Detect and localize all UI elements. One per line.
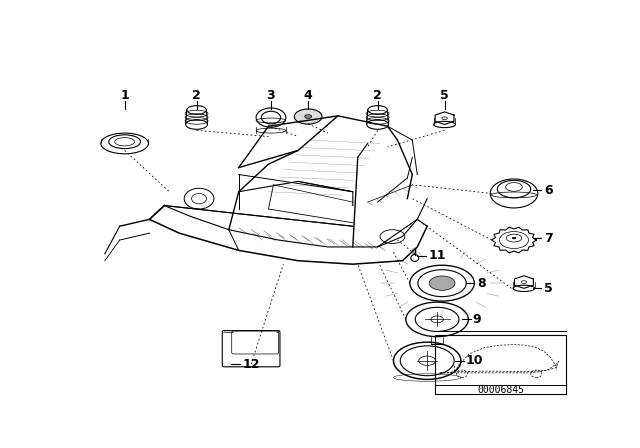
Ellipse shape xyxy=(429,276,455,290)
Text: 7: 7 xyxy=(544,232,552,245)
Text: 8: 8 xyxy=(477,277,485,290)
Text: 2: 2 xyxy=(192,89,201,102)
Text: 6: 6 xyxy=(544,184,552,197)
Text: 2: 2 xyxy=(373,89,382,102)
Bar xyxy=(435,335,566,393)
Text: 3: 3 xyxy=(267,89,275,102)
Text: 00006845: 00006845 xyxy=(477,385,524,395)
Ellipse shape xyxy=(294,109,322,124)
Text: 5: 5 xyxy=(544,282,552,295)
Text: 12: 12 xyxy=(242,358,260,371)
Text: 10: 10 xyxy=(466,354,483,367)
Text: 4: 4 xyxy=(304,89,312,102)
Text: 1: 1 xyxy=(120,89,129,102)
Ellipse shape xyxy=(305,115,312,118)
Ellipse shape xyxy=(513,237,516,239)
Text: 9: 9 xyxy=(473,313,481,326)
Text: 11: 11 xyxy=(428,249,445,262)
Text: 5: 5 xyxy=(440,89,449,102)
